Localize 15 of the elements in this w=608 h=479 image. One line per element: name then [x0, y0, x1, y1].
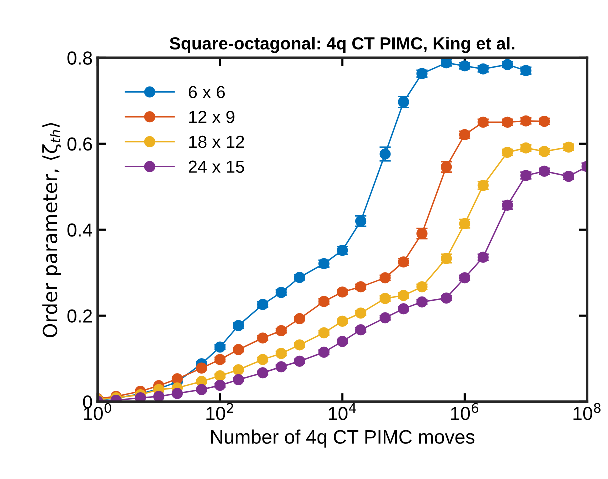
chart-title: Square-octagonal: 4q CT PIMC, King et al. [170, 37, 515, 54]
legend-label: 6 x 6 [189, 86, 226, 98]
y-axis-title: Order parameter, ⟨ζ$_{th}$⟩ [42, 123, 62, 338]
y-tick-label: 0.2 [68, 310, 92, 323]
y-tick-label: 0.6 [68, 138, 92, 151]
legend-label: 24 x 15 [189, 160, 244, 174]
legend-label: 18 x 12 [189, 136, 244, 148]
x-tick-label: 10$^{8}$ [574, 403, 601, 420]
legend-label: 12 x 9 [189, 111, 235, 124]
x-tick-label: 10$^{6}$ [451, 403, 479, 420]
x-axis-title: Number of 4q CT PIMC moves [211, 430, 475, 448]
y-tick-label: 0.8 [68, 52, 92, 65]
x-tick-label: 10$^{2}$ [206, 403, 234, 420]
y-tick-label: 0.4 [68, 224, 92, 237]
x-tick-label: 10$^{4}$ [329, 403, 356, 420]
